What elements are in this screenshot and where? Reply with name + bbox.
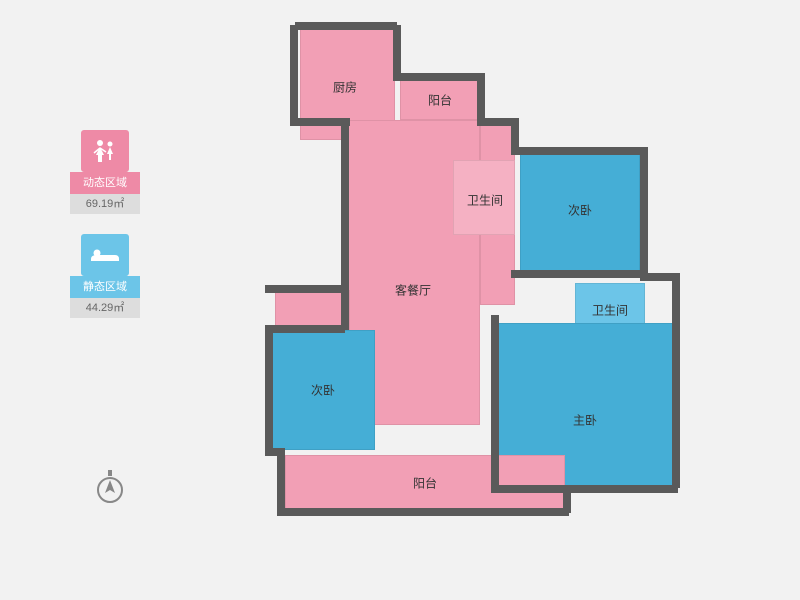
wall-9 bbox=[511, 147, 646, 155]
wall-16 bbox=[265, 325, 273, 453]
room-label-bedroom2a: 次卧 bbox=[568, 202, 592, 219]
wall-7 bbox=[341, 118, 349, 290]
legend-dynamic-value: 69.19㎡ bbox=[70, 194, 140, 214]
wall-1 bbox=[290, 25, 298, 123]
wall-15 bbox=[491, 485, 678, 493]
compass-icon bbox=[95, 470, 125, 511]
room-label-bath1: 卫生间 bbox=[467, 192, 503, 209]
room-label-living: 客餐厅 bbox=[395, 282, 431, 299]
legend-static: 静态区域 44.29㎡ bbox=[70, 234, 140, 318]
people-icon bbox=[81, 130, 129, 172]
wall-19 bbox=[277, 448, 285, 513]
legend-panel: 动态区域 69.19㎡ 静态区域 44.29㎡ bbox=[70, 130, 140, 338]
room-label-master: 主卧 bbox=[573, 412, 597, 429]
legend-dynamic-label: 动态区域 bbox=[70, 172, 140, 194]
room-label-bedroom2b: 次卧 bbox=[311, 382, 335, 399]
wall-21 bbox=[563, 485, 571, 513]
floor-plan: 厨房阳台客餐厅卫生间次卧卫生间次卧主卧阳台 bbox=[245, 25, 725, 555]
wall-10 bbox=[640, 147, 648, 275]
room-label-bath2: 卫生间 bbox=[592, 302, 628, 319]
wall-2 bbox=[393, 25, 401, 78]
wall-23 bbox=[265, 285, 347, 293]
sleep-icon bbox=[81, 234, 129, 276]
wall-3 bbox=[393, 73, 483, 81]
wall-17 bbox=[265, 325, 345, 333]
room-label-kitchen: 厨房 bbox=[333, 79, 357, 96]
wall-4 bbox=[477, 73, 485, 123]
wall-11 bbox=[511, 270, 648, 278]
wall-0 bbox=[295, 22, 397, 30]
room-label-balcony-top: 阳台 bbox=[428, 92, 452, 109]
legend-dynamic: 动态区域 69.19㎡ bbox=[70, 130, 140, 214]
wall-13 bbox=[672, 273, 680, 488]
legend-static-value: 44.29㎡ bbox=[70, 298, 140, 318]
wall-14 bbox=[491, 315, 499, 490]
room-label-balcony-bot: 阳台 bbox=[413, 475, 437, 492]
wall-20 bbox=[277, 508, 569, 516]
legend-static-label: 静态区域 bbox=[70, 276, 140, 298]
